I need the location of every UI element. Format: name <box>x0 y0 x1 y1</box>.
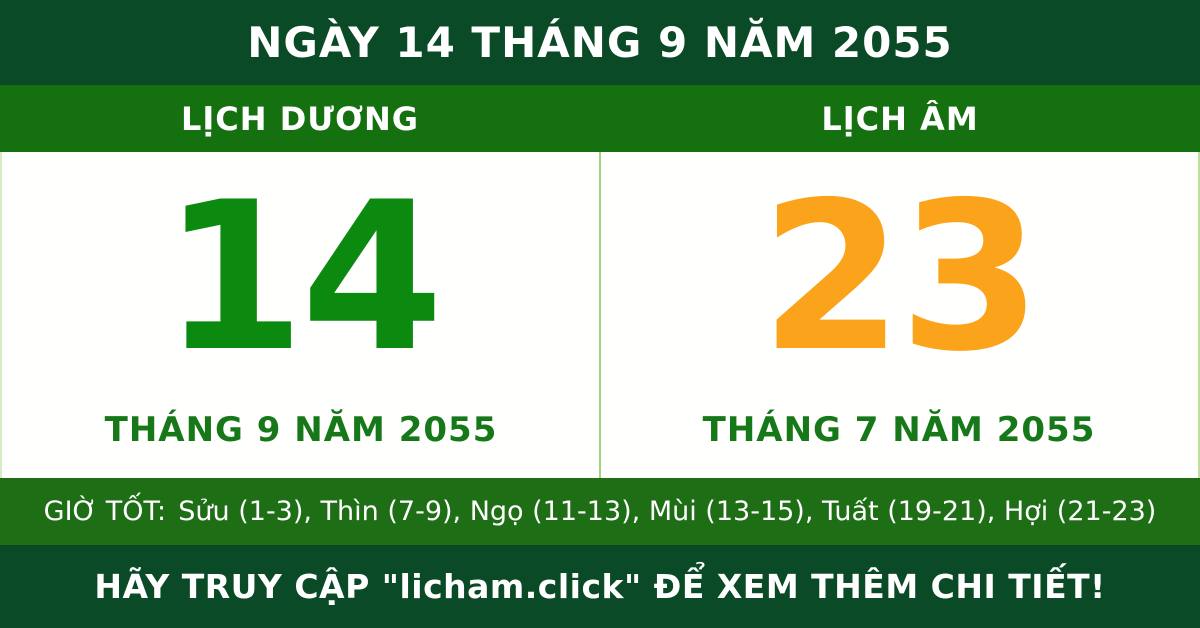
good-hours-label: GIỜ TỐT: <box>43 496 167 527</box>
good-hours-value: Sửu (1-3), Thìn (7-9), Ngọ (11-13), Mùi … <box>178 496 1157 527</box>
lunar-day-number: 23 <box>760 158 1041 397</box>
solar-month-year: THÁNG 9 NĂM 2055 <box>104 410 498 450</box>
solar-day-number: 14 <box>162 158 443 397</box>
solar-column: 14 THÁNG 9 NĂM 2055 <box>2 152 600 478</box>
tab-solar-calendar[interactable]: LỊCH DƯƠNG <box>0 85 600 152</box>
good-hours-bar: GIỜ TỐT: Sửu (1-3), Thìn (7-9), Ngọ (11-… <box>0 478 1200 545</box>
column-divider <box>599 152 601 478</box>
lunar-month-year: THÁNG 7 NĂM 2055 <box>702 410 1096 450</box>
footer-cta-text[interactable]: HÃY TRUY CẬP "licham.click" ĐỂ XEM THÊM … <box>94 567 1106 606</box>
calendar-body: 14 THÁNG 9 NĂM 2055 23 THÁNG 7 NĂM 2055 <box>0 152 1200 478</box>
calendar-tab-bar: LỊCH DƯƠNG LỊCH ÂM <box>0 85 1200 152</box>
lunar-column: 23 THÁNG 7 NĂM 2055 <box>600 152 1198 478</box>
tab-lunar-label: LỊCH ÂM <box>821 99 979 138</box>
date-title: NGÀY 14 THÁNG 9 NĂM 2055 <box>247 18 953 67</box>
tab-solar-label: LỊCH DƯƠNG <box>181 99 419 138</box>
tab-lunar-calendar[interactable]: LỊCH ÂM <box>600 85 1200 152</box>
footer-cta-bar: HÃY TRUY CẬP "licham.click" ĐỂ XEM THÊM … <box>0 545 1200 628</box>
date-title-bar: NGÀY 14 THÁNG 9 NĂM 2055 <box>0 0 1200 85</box>
